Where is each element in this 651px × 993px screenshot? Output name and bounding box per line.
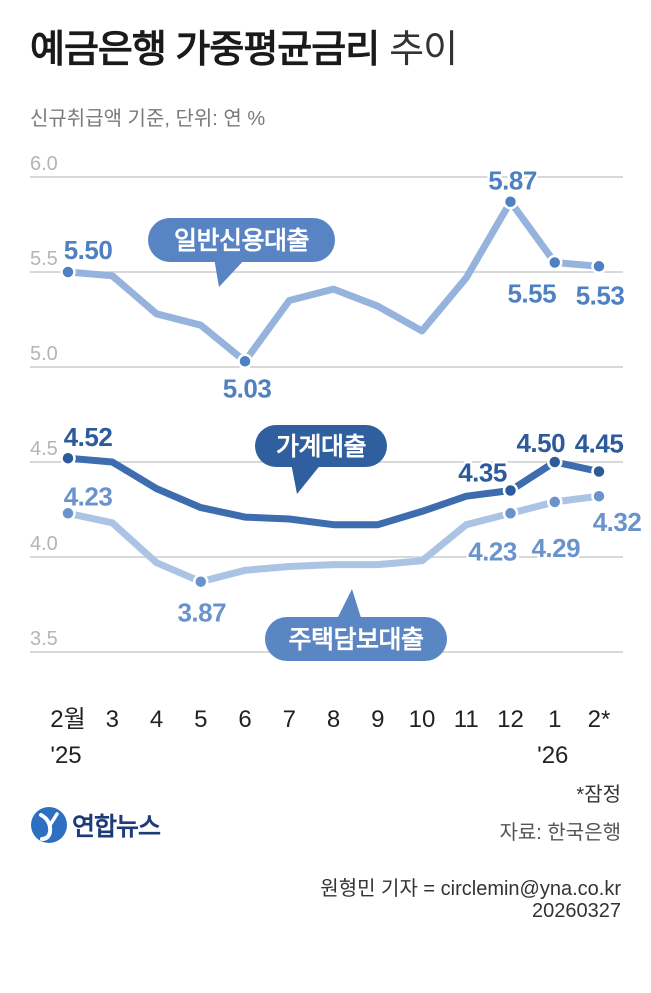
chart-title-main: 예금은행 가중평균금리 [30, 29, 380, 71]
y-tick-label: 3.5 [30, 628, 58, 650]
x-tick-label: 9 [371, 706, 384, 733]
x-tick-label: 4 [150, 706, 163, 733]
gridlines: 6.0 5.5 5.0 4.5 4.0 3.5 [30, 153, 623, 653]
data-point [591, 463, 607, 480]
data-label: 5.50 [64, 235, 113, 265]
y-tick-label: 5.0 [30, 343, 58, 365]
series-name-label: 주택담보대출 [288, 626, 424, 654]
data-point [547, 494, 563, 510]
data-source: 자료: 한국은행 [499, 822, 621, 844]
data-label: 4.23 [468, 536, 517, 566]
data-label: 4.45 [575, 429, 624, 459]
x-tick-label: 8 [327, 706, 340, 733]
data-point [60, 505, 76, 522]
data-label: 4.23 [64, 481, 113, 511]
logo-swoosh-branch [48, 812, 59, 827]
logo-text: 연합뉴스 [72, 813, 161, 841]
data-point [502, 482, 519, 499]
series-lines [60, 193, 607, 590]
provisional-note: *잠정 [576, 784, 621, 806]
reporter-credit: 원형민 기자 = circlemin@yna.co.kr [320, 878, 621, 900]
callout-tail [336, 589, 362, 621]
x-tick-label: 2* [588, 706, 611, 733]
x-tick-label: 3 [106, 706, 119, 733]
yonhap-logo-icon [31, 807, 67, 843]
data-point [60, 450, 76, 466]
data-point [237, 353, 253, 370]
data-point [591, 258, 607, 275]
data-label: 4.35 [458, 458, 507, 488]
data-point [547, 254, 563, 271]
logo-swoosh [39, 813, 53, 841]
data-point [502, 193, 519, 210]
x-tick-label: 1 [548, 706, 561, 733]
series-line [64, 492, 603, 586]
callout-credit-loans: 일반신용대출 [148, 218, 335, 287]
callout-tail [291, 463, 322, 494]
x-tick-label: 12 [497, 706, 524, 733]
callout-household-loans: 가계대출 [255, 425, 387, 494]
callout-mortgage-loans: 주택담보대출 [265, 589, 447, 661]
x-tick-label: 11 [454, 706, 479, 733]
x-year-label: '26 [537, 742, 568, 769]
chart-title-suffix: 추이 [389, 29, 458, 71]
x-axis: 2월 3 4 5 6 7 8 9 10 11 12 1 2* '25 '26 [50, 706, 610, 769]
x-tick-label: 7 [283, 706, 296, 733]
data-label: 4.32 [593, 507, 642, 537]
series-name-label: 가계대출 [276, 433, 367, 461]
data-point [591, 488, 607, 504]
data-label: 5.55 [507, 279, 556, 309]
series-name-label: 일반신용대출 [174, 227, 310, 255]
x-year-label: '25 [50, 742, 81, 769]
y-tick-label: 4.0 [30, 533, 58, 555]
publish-date: 20260327 [532, 900, 621, 922]
y-tick-label: 4.5 [30, 438, 58, 460]
x-tick-label: 2월 [50, 706, 85, 733]
data-point [547, 454, 563, 470]
data-label: 5.53 [576, 280, 625, 310]
chart-title: 예금은행 가중평균금리 추이 [30, 26, 458, 74]
x-tick-label: 6 [238, 706, 251, 733]
chart-subtitle: 신규취급액 기준, 단위: 연 % [30, 108, 266, 130]
callout-bubble [265, 617, 447, 661]
series-line [64, 454, 603, 529]
y-tick-label: 5.5 [30, 248, 58, 270]
data-labels: 5.50 5.03 5.87 5.55 5.53 4.52 4.35 4.50 4.45 4.23… [61, 163, 644, 630]
data-label: 3.87 [177, 598, 226, 628]
data-label: 4.29 [531, 533, 580, 563]
callout-bubble [255, 425, 387, 467]
data-point [502, 505, 519, 522]
data-point [60, 264, 76, 280]
data-point [193, 573, 209, 590]
data-label: 5.87 [488, 166, 537, 196]
y-tick-label: 6.0 [30, 153, 58, 175]
callout-tail [214, 258, 246, 287]
data-label: 5.03 [223, 373, 272, 403]
yonhap-logo: 연합뉴스 [30, 806, 161, 844]
data-label: 4.50 [516, 428, 565, 458]
x-tick-label: 5 [194, 706, 207, 733]
data-label: 4.52 [64, 422, 113, 452]
callout-bubble [148, 218, 335, 262]
x-tick-label: 10 [409, 706, 436, 733]
